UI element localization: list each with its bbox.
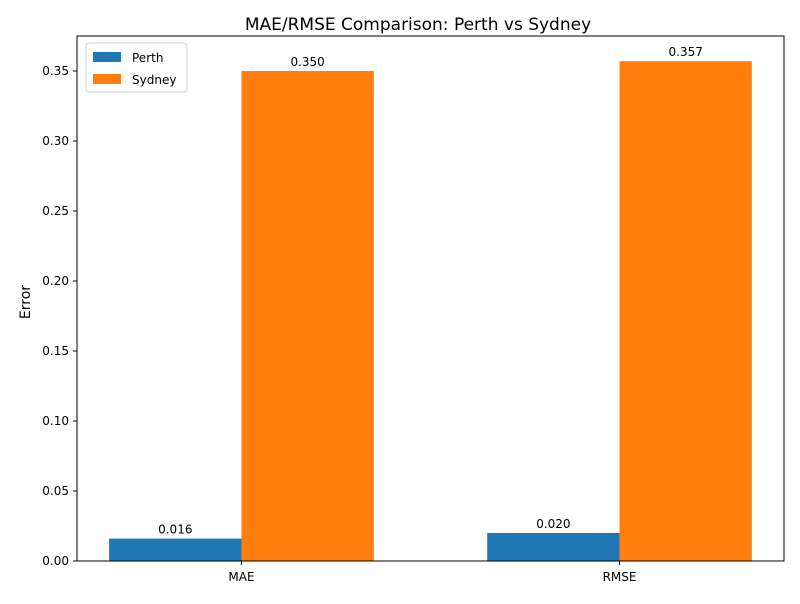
y-tick-label: 0.25 [42, 204, 69, 218]
bar-value-label: 0.350 [290, 55, 324, 69]
y-axis: 0.00 0.05 0.10 0.15 0.20 0.25 0.30 0.35 [42, 64, 77, 568]
x-axis: MAE RMSE [228, 561, 636, 584]
chart-title: MAE/RMSE Comparison: Perth vs Sydney [245, 15, 591, 35]
legend: Perth Sydney [85, 42, 188, 93]
bar-sydney-rmse [619, 61, 752, 561]
y-tick-label: 0.15 [42, 344, 69, 358]
bar-value-label: 0.020 [536, 517, 570, 531]
bar-labels-group: 0.016 0.020 0.350 0.357 [158, 45, 703, 536]
legend-label-perth: Perth [132, 51, 163, 65]
y-tick-label: 0.30 [42, 134, 69, 148]
y-tick-label: 0.20 [42, 274, 69, 288]
bar-perth-rmse [487, 533, 620, 561]
y-tick-label: 0.05 [42, 484, 69, 498]
x-tick-label: MAE [228, 570, 254, 584]
legend-swatch-perth [93, 52, 121, 62]
legend-swatch-sydney [93, 74, 121, 84]
plot-frame [76, 35, 785, 562]
bar-value-label: 0.357 [669, 45, 703, 59]
bar-series-group [109, 61, 752, 561]
bar-value-label: 0.016 [158, 523, 192, 537]
bar-sydney-mae [241, 71, 374, 561]
legend-label-sydney: Sydney [132, 73, 176, 87]
y-axis-label: Error [18, 285, 34, 319]
y-tick-label: 0.35 [42, 64, 69, 78]
bar-perth-mae [109, 538, 242, 561]
y-tick-label: 0.00 [42, 554, 69, 568]
x-tick-label: RMSE [603, 570, 637, 584]
y-tick-label: 0.10 [42, 414, 69, 428]
